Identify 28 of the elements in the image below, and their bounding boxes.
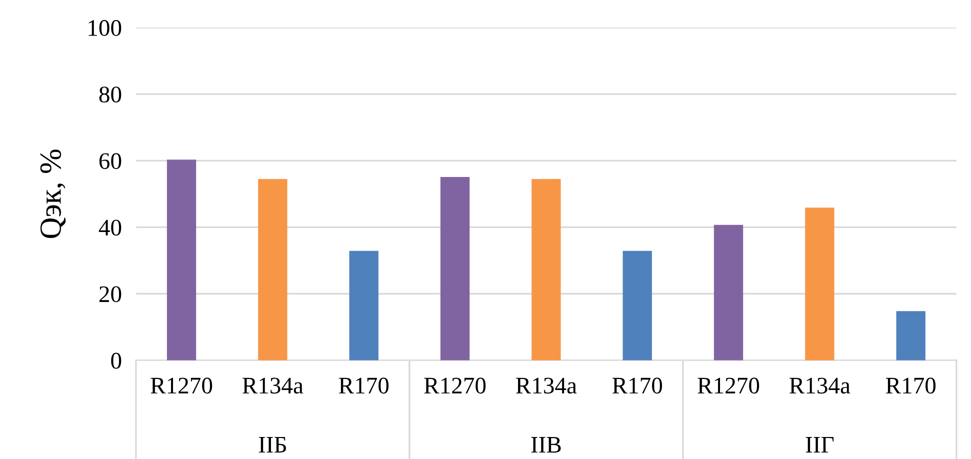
text: IIБ xyxy=(258,437,286,453)
y-tick-label: 60 xyxy=(99,153,122,170)
x-tick-label: R170 xyxy=(338,378,389,394)
x-tick-label: R1270 xyxy=(424,378,486,394)
bar xyxy=(440,176,470,360)
bar xyxy=(622,250,652,360)
text: IIГ xyxy=(806,437,834,453)
bar xyxy=(349,250,378,360)
y-tick-label: 20 xyxy=(99,286,122,302)
bar xyxy=(714,224,744,360)
y-tick-label: 100 xyxy=(88,20,122,36)
y-axis-title: Qэк, % xyxy=(40,150,66,238)
x-tick-label: R134a xyxy=(516,378,577,394)
x-tick-label: R134a xyxy=(242,378,304,394)
y-tick-label: 80 xyxy=(99,86,122,103)
bar xyxy=(166,160,196,360)
x-tick-label: R170 xyxy=(612,378,662,394)
x-tick-label: R1270 xyxy=(150,378,212,394)
bar xyxy=(896,311,926,360)
y-tick-label: 40 xyxy=(98,220,122,236)
x-tick-label: R1270 xyxy=(698,378,760,394)
bar xyxy=(258,178,288,360)
y-tick-label: 0 xyxy=(111,352,122,369)
bar xyxy=(805,208,834,360)
x-tick-label: R170 xyxy=(886,378,936,394)
text: IIВ xyxy=(531,437,561,453)
x-tick-label: R134a xyxy=(790,378,850,394)
bar xyxy=(532,178,561,360)
